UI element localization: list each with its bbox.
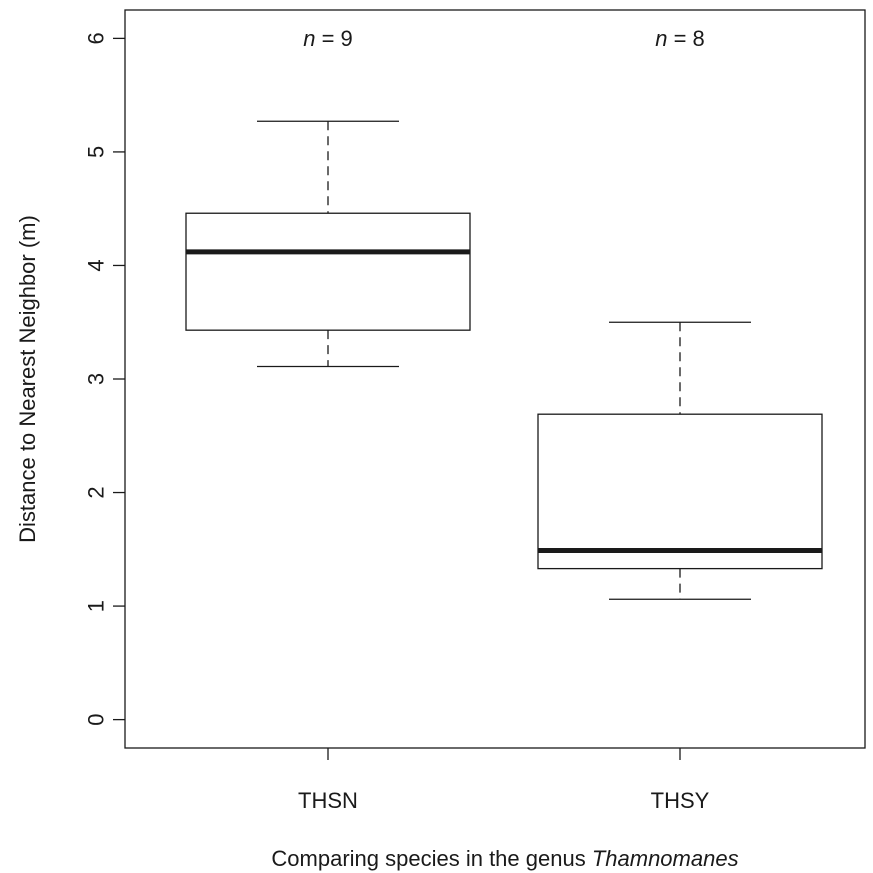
plot-frame — [124, 9, 866, 749]
y-axis: 0 1 2 3 4 5 6 — [84, 32, 125, 726]
y-tick-label: 3 — [84, 373, 109, 385]
x-tick-label: THSY — [651, 788, 710, 813]
sample-size-label: n = 9 — [303, 26, 353, 51]
sample-size-label: n = 8 — [655, 26, 705, 51]
y-tick-label: 5 — [84, 146, 109, 158]
x-axis-label: Comparing species in the genus Thamnoman… — [271, 846, 738, 871]
x-axis-label-prefix: Comparing species in the genus — [271, 846, 591, 871]
sample-size-value: = 9 — [315, 26, 352, 51]
sample-size-variable: n — [655, 26, 667, 51]
y-tick-label: 0 — [84, 713, 109, 725]
x-axis-label-genus: Thamnomanes — [592, 846, 739, 871]
x-axis: THSN THSY — [298, 748, 710, 813]
iqr-box — [185, 212, 471, 331]
y-axis-label: Distance to Nearest Neighbor (m) — [15, 215, 40, 543]
y-tick-label: 6 — [84, 32, 109, 44]
y-tick-label: 2 — [84, 486, 109, 498]
box-thsn: n = 9 — [185, 26, 471, 368]
y-tick-label: 1 — [84, 600, 109, 612]
sample-size-variable: n — [303, 26, 315, 51]
sample-size-value: = 8 — [667, 26, 704, 51]
x-tick-label: THSN — [298, 788, 358, 813]
y-tick-label: 4 — [84, 259, 109, 271]
iqr-box — [537, 413, 823, 570]
box-thsy: n = 8 — [537, 26, 823, 600]
